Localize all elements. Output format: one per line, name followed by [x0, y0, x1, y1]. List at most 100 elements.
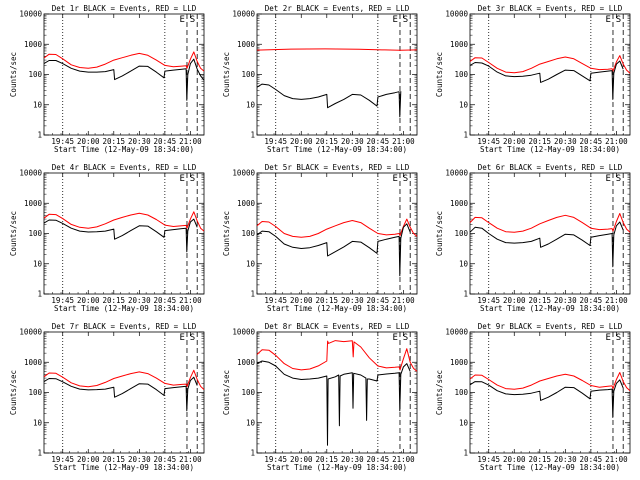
x-tick-label: 20:30 — [554, 296, 577, 305]
y-tick-label: 10 — [33, 259, 43, 268]
y-tick-label: 1000 — [237, 358, 256, 367]
marker-label-s: S — [616, 15, 621, 25]
y-tick-label: 100 — [241, 229, 255, 238]
x-tick-label: 20:15 — [102, 296, 125, 305]
y-tick-label: 1000 — [450, 358, 469, 367]
x-tick-label: 21:00 — [179, 137, 202, 146]
y-tick-label: 10 — [246, 259, 256, 268]
y-tick-label: 10 — [459, 418, 469, 427]
x-tick-label: 20:30 — [128, 137, 151, 146]
x-tick-label: 19:45 — [51, 296, 74, 305]
plot-frame — [469, 331, 631, 454]
marker-label-e: E — [606, 174, 611, 184]
x-axis-label: Start Time (12-May-09 18:34:00) — [480, 304, 620, 313]
chart-title: Det 5r BLACK = Events, RED = LLD — [265, 163, 410, 172]
x-tick-label: 20:15 — [528, 137, 551, 146]
chart-panel-7: Det 7r BLACK = Events, RED = LLD 1 10 100 10… — [9, 322, 205, 472]
y-tick-label: 10 — [246, 100, 256, 109]
x-tick-label: 20:30 — [128, 455, 151, 464]
y-tick-label: 1000 — [237, 40, 256, 49]
series-line-events — [256, 83, 402, 118]
y-axis-label: Counts/sec — [435, 211, 444, 256]
y-tick-label: 100 — [454, 70, 468, 79]
x-tick-label: 21:00 — [179, 455, 202, 464]
series-line-lld — [256, 48, 418, 51]
x-tick-label: 20:15 — [102, 137, 125, 146]
y-tick-label: 10 — [459, 100, 469, 109]
marker-label-s: S — [190, 333, 195, 343]
marker-label-s: S — [190, 15, 195, 25]
y-tick-label: 10000 — [232, 169, 255, 178]
y-tick-label: 1 — [463, 449, 468, 458]
series-line-lld — [256, 218, 418, 238]
x-tick-label: 19:45 — [477, 296, 500, 305]
x-tick-label: 19:45 — [51, 455, 74, 464]
y-tick-label: 10000 — [232, 10, 255, 19]
marker-label-e: E — [180, 174, 185, 184]
y-tick-label: 100 — [28, 70, 42, 79]
x-tick-label: 19:45 — [51, 137, 74, 146]
y-tick-label: 100 — [28, 388, 42, 397]
x-tick-label: 20:30 — [128, 296, 151, 305]
series-line-lld — [469, 213, 631, 233]
y-tick-label: 100 — [241, 70, 255, 79]
plot-frame — [469, 13, 631, 136]
y-axis-label: Counts/sec — [222, 52, 231, 97]
chart-panel-1: Det 1r BLACK = Events, RED = LLD 1 10 100 10… — [9, 4, 205, 154]
x-tick-label: 20:45 — [154, 137, 177, 146]
x-tick-label: 20:45 — [154, 455, 177, 464]
y-tick-label: 10 — [33, 100, 43, 109]
x-tick-label: 20:45 — [580, 296, 603, 305]
marker-label-s: S — [403, 15, 408, 25]
x-tick-label: 21:00 — [392, 137, 415, 146]
series-line-events — [469, 379, 624, 418]
x-tick-label: 21:00 — [605, 296, 628, 305]
marker-label-s: S — [403, 174, 408, 184]
x-tick-label: 20:00 — [77, 296, 100, 305]
y-tick-label: 1000 — [24, 40, 43, 49]
x-tick-label: 20:45 — [580, 455, 603, 464]
y-tick-label: 100 — [28, 229, 42, 238]
x-tick-label: 20:15 — [315, 296, 338, 305]
y-tick-label: 1 — [37, 290, 42, 299]
x-tick-label: 20:15 — [528, 296, 551, 305]
y-tick-label: 1 — [250, 290, 255, 299]
series-line-lld — [469, 372, 631, 392]
chart-title: Det 9r BLACK = Events, RED = LLD — [478, 322, 623, 331]
x-tick-label: 20:45 — [367, 137, 390, 146]
y-tick-label: 100 — [241, 388, 255, 397]
x-axis-label: Start Time (12-May-09 18:34:00) — [54, 145, 194, 154]
y-axis-label: Counts/sec — [9, 370, 18, 415]
chart-title: Det 6r BLACK = Events, RED = LLD — [478, 163, 623, 172]
y-tick-label: 1 — [250, 449, 255, 458]
y-axis-label: Counts/sec — [435, 52, 444, 97]
x-tick-label: 20:45 — [154, 296, 177, 305]
x-tick-label: 20:00 — [503, 455, 526, 464]
marker-label-e: E — [180, 15, 185, 25]
x-axis-label: Start Time (12-May-09 18:34:00) — [54, 463, 194, 472]
x-tick-label: 20:30 — [554, 455, 577, 464]
y-tick-label: 10 — [459, 259, 469, 268]
x-axis-label: Start Time (12-May-09 18:34:00) — [267, 463, 407, 472]
marker-label-e: E — [180, 333, 185, 343]
y-tick-label: 10 — [33, 418, 43, 427]
x-tick-label: 20:30 — [341, 296, 364, 305]
x-tick-label: 19:45 — [264, 455, 287, 464]
marker-label-e: E — [606, 333, 611, 343]
x-axis-label: Start Time (12-May-09 18:34:00) — [480, 145, 620, 154]
series-line-lld — [43, 211, 205, 232]
x-tick-label: 19:45 — [477, 137, 500, 146]
series-line-lld — [469, 55, 631, 74]
chart-title: Det 8r BLACK = Events, RED = LLD — [265, 322, 410, 331]
series-line-lld — [43, 369, 205, 390]
chart-panel-4: Det 4r BLACK = Events, RED = LLD 1 10 100 10… — [9, 163, 205, 313]
x-tick-label: 20:15 — [315, 455, 338, 464]
chart-panel-8: Det 8r BLACK = Events, RED = LLD 1 10 100 10… — [222, 322, 418, 472]
marker-label-e: E — [393, 333, 398, 343]
y-tick-label: 1 — [463, 131, 468, 140]
series-line-events — [43, 376, 198, 412]
chart-title: Det 7r BLACK = Events, RED = LLD — [52, 322, 197, 331]
series-line-lld — [256, 340, 418, 372]
x-axis-label: Start Time (12-May-09 18:34:00) — [54, 304, 194, 313]
x-tick-label: 20:00 — [290, 137, 313, 146]
